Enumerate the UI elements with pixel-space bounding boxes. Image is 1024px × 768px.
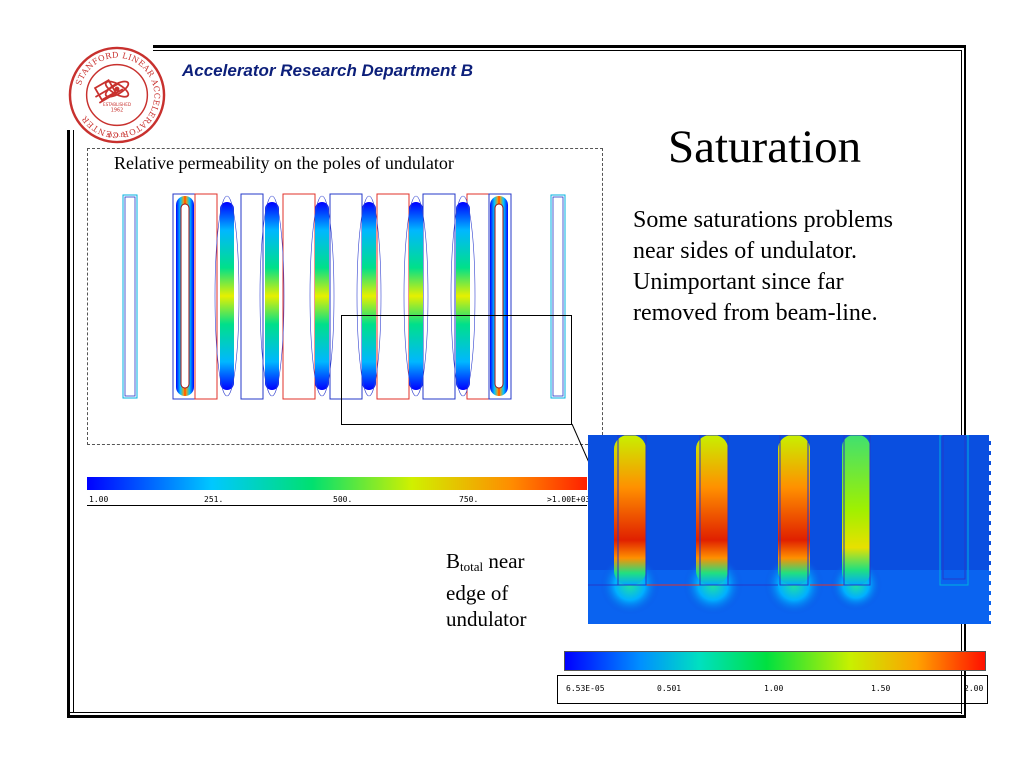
svg-text:ESTABLISHED: ESTABLISHED [103,102,131,107]
permeability-scale-label: 251. [204,495,224,504]
svg-text:D.O.E.: D.O.E. [108,133,127,139]
btotal-subscript: total [460,559,484,574]
permeability-scale-label: >1.00E+03 [547,495,591,504]
permeability-figure-caption: Relative permeability on the poles of un… [114,153,454,173]
slide-title: Saturation [668,121,862,173]
permeability-contour-plot [122,193,566,400]
permeability-scale-label: 500. [333,495,353,504]
btotal-label-line1: near [483,549,525,573]
permeability-scale-label: 750. [459,495,479,504]
svg-text:1962: 1962 [111,108,123,114]
department-title: Accelerator Research Department B [182,61,474,80]
permeability-color-scale [87,477,587,490]
btotal-scale-label: 6.53E-05 [566,684,605,693]
btotal-symbol: B [446,549,461,573]
btotal-label-line3: undulator [446,607,527,631]
zoom-region-box [341,315,572,425]
btotal-field-plot [588,435,991,624]
btotal-scale-box [557,675,988,704]
permeability-figure-border [87,148,603,445]
btotal-color-scale [564,651,986,671]
btotal-scale-label: 1.00 [764,684,784,693]
permeability-scale-axis [87,505,587,506]
btotal-scale-label: 0.501 [657,684,682,693]
btotal-label-line2: edge of [446,581,509,605]
btotal-scale-label: 1.50 [871,684,891,693]
slac-seal-logo: STANFORD LINEAR ACCELERATOR CENTER ESTAB… [68,46,166,144]
permeability-scale-label: 1.00 [89,495,109,504]
slide-body-text: Some saturations problems near sides of … [633,207,893,326]
btotal-label: Btotal near edge of undulator [446,548,526,632]
btotal-scale-label: 2.00 [964,684,984,693]
